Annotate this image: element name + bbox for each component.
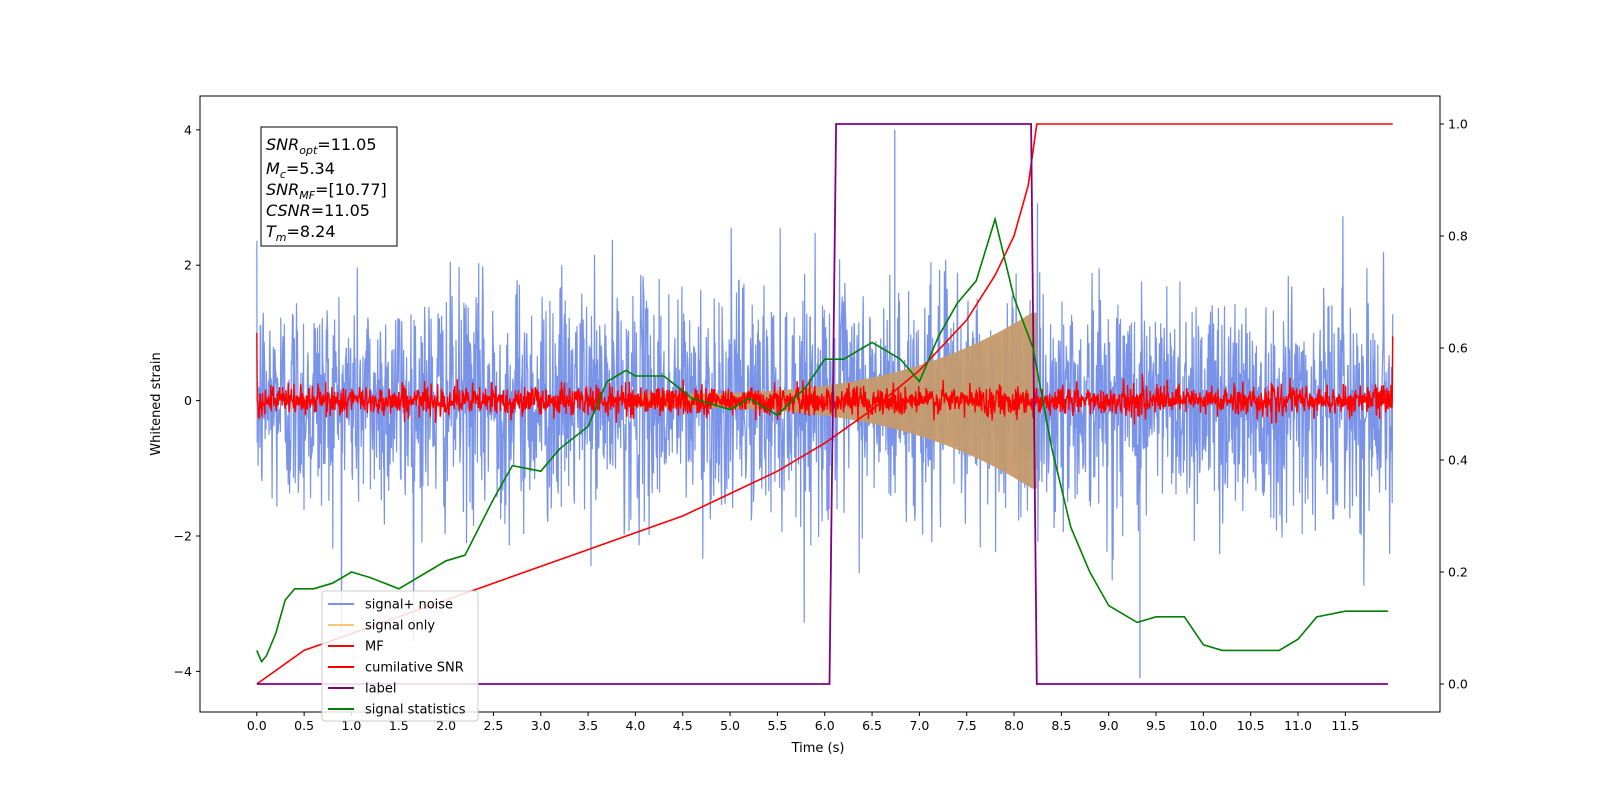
- svg-text:Mc=5.34: Mc=5.34: [266, 159, 335, 181]
- x-tick-label: 3.5: [578, 718, 598, 733]
- tm-value: =8.24: [287, 222, 336, 241]
- x-tick-label: 2.5: [483, 718, 503, 733]
- x-tick-label: 9.5: [1146, 718, 1166, 733]
- y-tick-label: 2: [184, 258, 192, 273]
- x-tick-label: 10.0: [1189, 718, 1217, 733]
- x-tick-label: 1.5: [389, 718, 409, 733]
- y-tick-label: 0: [184, 393, 192, 408]
- legend-label: signal+ noise: [365, 598, 453, 613]
- legend-label: label: [365, 682, 396, 697]
- y-tick-label: −2: [174, 529, 192, 544]
- y2-tick-label: 0.4: [1448, 453, 1468, 468]
- svg-text:Tm=8.24: Tm=8.24: [266, 222, 336, 244]
- x-tick-label: 2.0: [436, 718, 456, 733]
- x-tick-label: 4.0: [625, 718, 645, 733]
- x-axis-label: Time (s): [791, 741, 845, 756]
- x-tick-label: 9.0: [1099, 718, 1119, 733]
- series-signal-noise: [256, 203, 1394, 642]
- x-tick-label: 6.5: [862, 718, 882, 733]
- snr-mf-value: =[10.77]: [315, 180, 387, 199]
- x-tick-label: 1.0: [342, 718, 362, 733]
- x-tick-label: 5.0: [720, 718, 740, 733]
- x-tick-label: 6.0: [815, 718, 835, 733]
- x-tick-label: 10.5: [1237, 718, 1265, 733]
- legend-label: signal only: [365, 619, 435, 634]
- y-axis-ticks: −4 −2 0 2 4: [174, 122, 200, 679]
- annotation-box: SNRopt=11.05 Mc=5.34 SNRMF=[10.77] CSNR=…: [260, 126, 398, 247]
- x-tick-label: 11.0: [1284, 718, 1312, 733]
- y-tick-label: −4: [174, 664, 192, 679]
- x-tick-label: 5.5: [767, 718, 787, 733]
- x-tick-label: 8.0: [1004, 718, 1024, 733]
- y-tick-label: 4: [184, 122, 192, 137]
- x-tick-label: 0.0: [247, 718, 267, 733]
- legend-label: MF: [365, 640, 384, 655]
- legend-label: signal statistics: [365, 703, 466, 718]
- y2-tick-label: 0.0: [1448, 677, 1468, 692]
- x-tick-label: 11.5: [1331, 718, 1359, 733]
- series-signal-statistics: [256, 216, 1388, 664]
- y2-tick-label: 0.6: [1448, 341, 1468, 356]
- x-tick-label: 7.0: [909, 718, 929, 733]
- x-tick-label: 4.5: [673, 718, 693, 733]
- x-tick-label: 0.5: [294, 718, 314, 733]
- series-mf: [256, 332, 1394, 425]
- legend-label: cumilative SNR: [365, 661, 464, 676]
- y2-tick-label: 1.0: [1448, 117, 1468, 132]
- y2-axis-ticks: 0.0 0.2 0.4 0.6 0.8 1.0: [1440, 117, 1468, 692]
- y2-tick-label: 0.2: [1448, 565, 1468, 580]
- x-tick-label: 3.0: [531, 718, 551, 733]
- snr-opt-value: =11.05: [317, 135, 376, 154]
- x-tick-label: 7.5: [957, 718, 977, 733]
- y2-tick-label: 0.8: [1448, 229, 1468, 244]
- x-tick-label: 8.5: [1051, 718, 1071, 733]
- csnr-value: =11.05: [311, 201, 370, 220]
- series-label: [256, 123, 1388, 685]
- x-axis-ticks: 0.0 0.5 1.0 1.5 2.0 2.5 3.0 3.5 4.0 4.5 5.0 5.5 6.0 6…: [247, 712, 1359, 733]
- y-axis-label: Whitened strain: [149, 352, 164, 455]
- svg-text:SNRMF=[10.77]: SNRMF=[10.77]: [266, 180, 387, 202]
- svg-text:CSNR=11.05: CSNR=11.05: [266, 201, 370, 220]
- svg-text:SNRopt=11.05: SNRopt=11.05: [266, 135, 377, 157]
- legend: signal+ noise signal only MF cumilative SNR…: [321, 590, 479, 722]
- mc-value: =5.34: [286, 159, 335, 178]
- plot-frame: [199, 95, 1441, 713]
